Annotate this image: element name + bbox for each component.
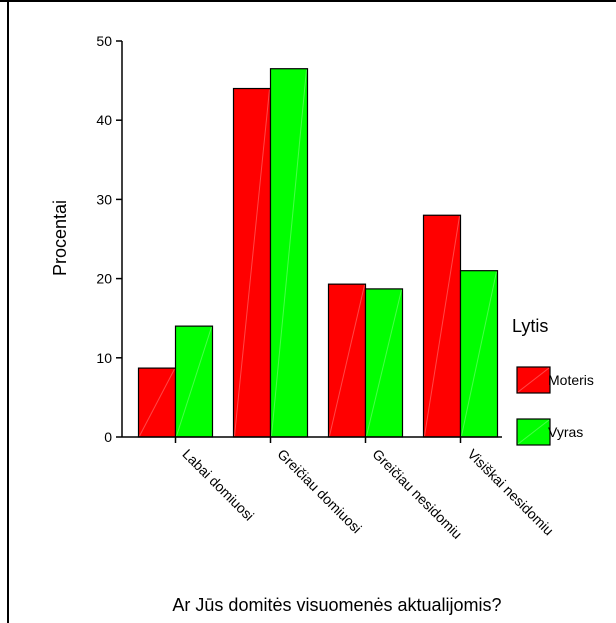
bar-highlight (176, 326, 212, 437)
y-tick-label: 20 (96, 271, 112, 287)
bar-highlight (234, 89, 270, 437)
y-tick-label: 0 (104, 429, 112, 445)
bar-highlight (461, 271, 497, 437)
y-tick-label: 50 (96, 33, 112, 49)
legend-label-vyras: Vyras (548, 424, 583, 440)
y-axis: 0 10 20 30 40 50 (96, 33, 123, 445)
bar-highlight (424, 216, 460, 437)
y-tick-label: 10 (96, 350, 112, 366)
y-tick-label: 40 (96, 112, 112, 128)
category-label: Visiškai nesidomiu (464, 446, 557, 539)
legend-swatch-highlight (517, 367, 550, 393)
legend-swatch-moteris (516, 366, 551, 394)
legend-swatch-vyras (516, 418, 551, 446)
bars (137, 68, 499, 438)
bar-highlight (329, 285, 365, 437)
bar-highlight (139, 368, 175, 437)
bar-highlight (271, 69, 307, 437)
category-label: Greičiau domiuosi (274, 446, 365, 537)
y-axis-title: Procentai (50, 200, 70, 276)
legend: Lytis Moteris Vyras (512, 316, 594, 446)
bar-vyras-2 (269, 68, 309, 438)
x-axis: Labai domiuosi Greičiau domiuosi Greičiau … (122, 436, 557, 542)
legend-label-moteris: Moteris (548, 372, 594, 388)
bar-vyras-3 (364, 288, 404, 438)
x-axis-title: Ar Jūs domitės visuomenės aktualijomis? (172, 595, 501, 615)
bar-vyras-1 (174, 325, 214, 438)
legend-title: Lytis (512, 316, 548, 336)
y-tick-label: 30 (96, 191, 112, 207)
legend-swatch-highlight (517, 419, 550, 445)
bar-highlight (366, 289, 402, 437)
category-label: Labai domiuosi (179, 446, 257, 524)
bar-moteris-3 (327, 283, 367, 438)
category-label: Greičiau nesidomiu (369, 446, 465, 542)
